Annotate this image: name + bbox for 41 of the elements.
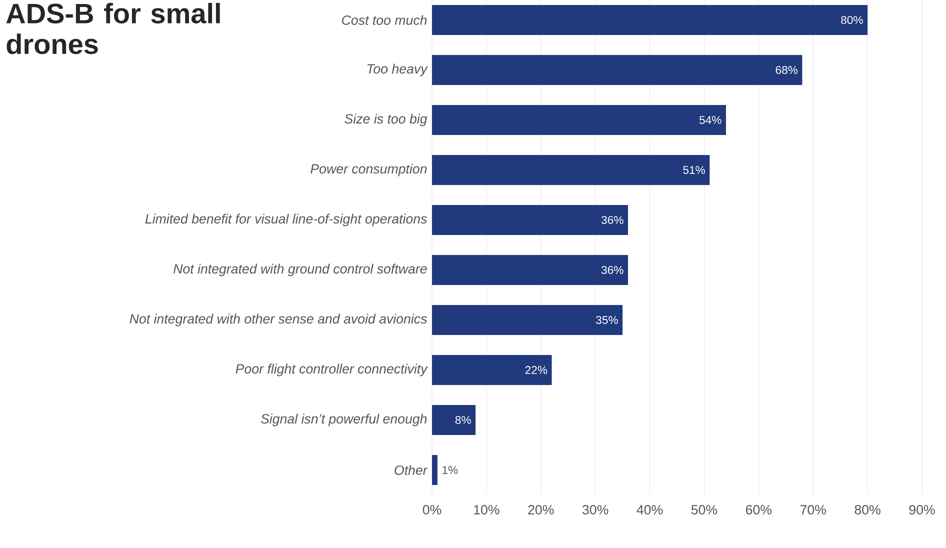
x-tick-label: 60% xyxy=(746,505,772,514)
bar xyxy=(432,454,438,485)
bar xyxy=(432,254,628,285)
data-label: 80% xyxy=(841,16,863,24)
x-tick-label: 90% xyxy=(909,505,935,514)
text: ADS-B for small drones xyxy=(6,2,220,54)
x-tick-label: 50% xyxy=(691,505,718,514)
y-tick-label: Other xyxy=(394,465,428,475)
data-label: 54% xyxy=(700,116,722,124)
y-tick-label: Not integrated with ground control software xyxy=(174,264,427,276)
data-label: 22% xyxy=(525,366,548,374)
x-tick-label: 30% xyxy=(582,505,608,514)
bar xyxy=(432,404,476,435)
bar xyxy=(432,104,726,135)
data-label: 35% xyxy=(596,316,618,324)
x-tick-label: 0% xyxy=(422,505,442,514)
bar xyxy=(432,354,552,385)
x-tick-label: 70% xyxy=(800,505,826,514)
y-tick-label: Cost too much xyxy=(342,15,427,25)
data-label: 51% xyxy=(683,166,705,174)
bar xyxy=(432,154,710,185)
data-label: 1% xyxy=(442,466,458,474)
x-tick-label: 40% xyxy=(636,505,663,514)
y-tick-label: Limited benefit for visual line-of-sight operations xyxy=(145,214,427,226)
x-tick-label: 20% xyxy=(528,505,554,514)
y-tick-label: Power consumption xyxy=(310,164,427,176)
bar xyxy=(432,54,802,85)
data-label: 68% xyxy=(776,66,798,74)
data-label: 8% xyxy=(455,416,471,424)
data-label: 36% xyxy=(601,266,624,274)
x-tick-label: 80% xyxy=(854,505,880,514)
bar xyxy=(432,4,868,35)
bar xyxy=(432,304,623,335)
y-tick-label: Too heavy xyxy=(367,64,428,76)
data-label: 36% xyxy=(601,216,624,224)
y-tick-label: Size is too big xyxy=(344,114,428,126)
y-tick-label: Not integrated with other sense and avoid avionics xyxy=(130,314,427,326)
bar xyxy=(432,204,628,235)
y-tick-label: Poor flight controller connectivity xyxy=(236,364,428,376)
x-tick-label: 10% xyxy=(474,505,500,514)
y-tick-label: Signal isn’t powerful enough xyxy=(260,414,427,426)
